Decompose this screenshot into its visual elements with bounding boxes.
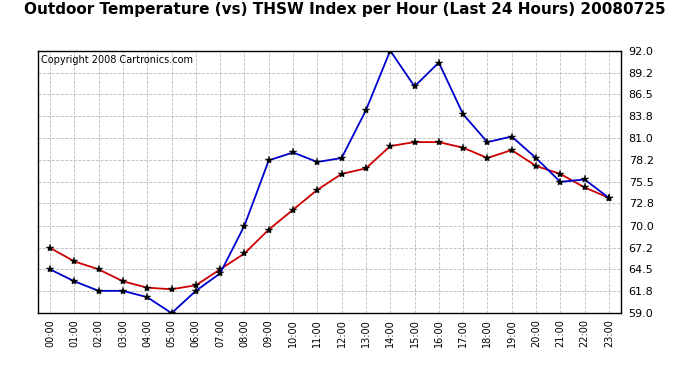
Text: Copyright 2008 Cartronics.com: Copyright 2008 Cartronics.com (41, 55, 193, 64)
Text: Outdoor Temperature (vs) THSW Index per Hour (Last 24 Hours) 20080725: Outdoor Temperature (vs) THSW Index per … (24, 2, 666, 17)
